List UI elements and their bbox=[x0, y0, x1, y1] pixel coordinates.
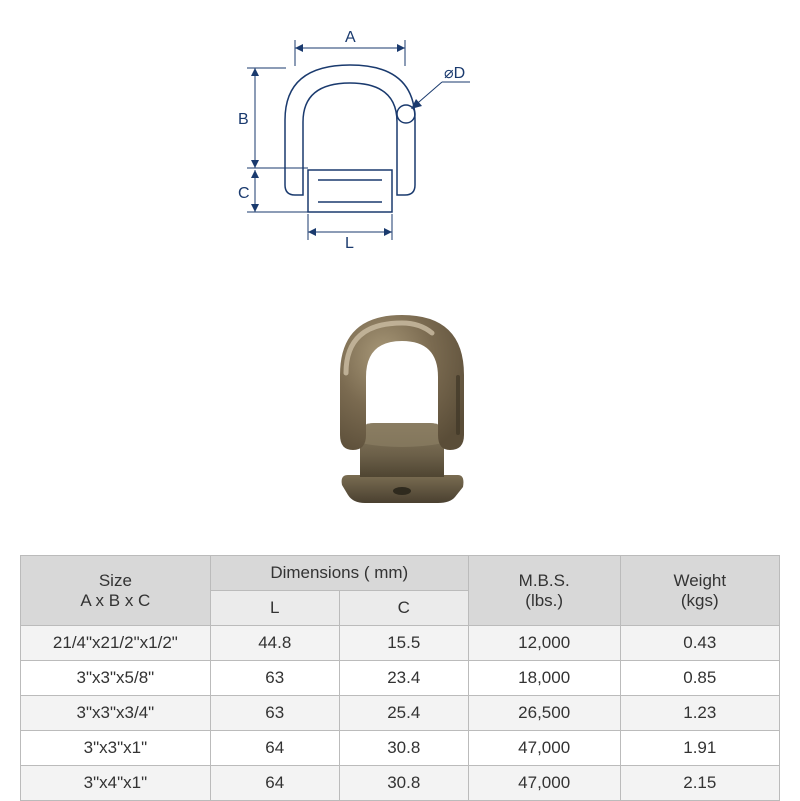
cell-c: 25.4 bbox=[339, 696, 468, 731]
table-row: 3"x3"x5/8" 63 23.4 18,000 0.85 bbox=[21, 661, 780, 696]
table-row: 3"x3"x1" 64 30.8 47,000 1.91 bbox=[21, 731, 780, 766]
cell-weight: 0.85 bbox=[620, 661, 779, 696]
cell-size: 3"x4"x1" bbox=[21, 766, 211, 801]
th-weight-label: Weight bbox=[673, 571, 726, 590]
dim-label-l: L bbox=[345, 235, 354, 250]
th-size-label: Size bbox=[99, 571, 132, 590]
th-mbs-label: M.B.S. bbox=[519, 571, 570, 590]
cell-c: 30.8 bbox=[339, 731, 468, 766]
th-size-sub: A x B x C bbox=[80, 591, 150, 610]
cell-l: 63 bbox=[210, 696, 339, 731]
dim-label-a: A bbox=[345, 29, 356, 46]
table-row: 3"x4"x1" 64 30.8 47,000 2.15 bbox=[21, 766, 780, 801]
cell-size: 3"x3"x1" bbox=[21, 731, 211, 766]
cell-weight: 0.43 bbox=[620, 626, 779, 661]
technical-diagram: A B C L ⌀D bbox=[200, 20, 500, 250]
table-row: 3"x3"x3/4" 63 25.4 26,500 1.23 bbox=[21, 696, 780, 731]
th-c: C bbox=[339, 591, 468, 626]
cell-c: 23.4 bbox=[339, 661, 468, 696]
th-weight-sub: (kgs) bbox=[681, 591, 719, 610]
cell-c: 15.5 bbox=[339, 626, 468, 661]
th-weight: Weight (kgs) bbox=[620, 556, 779, 626]
cell-l: 64 bbox=[210, 731, 339, 766]
dim-label-c: C bbox=[238, 185, 250, 202]
cell-mbs: 26,500 bbox=[468, 696, 620, 731]
cell-size: 21/4"x21/2"x1/2" bbox=[21, 626, 211, 661]
cell-weight: 2.15 bbox=[620, 766, 779, 801]
th-size: Size A x B x C bbox=[21, 556, 211, 626]
table-row: 21/4"x21/2"x1/2" 44.8 15.5 12,000 0.43 bbox=[21, 626, 780, 661]
cell-l: 64 bbox=[210, 766, 339, 801]
cell-mbs: 47,000 bbox=[468, 766, 620, 801]
cell-c: 30.8 bbox=[339, 766, 468, 801]
cell-mbs: 12,000 bbox=[468, 626, 620, 661]
cell-l: 44.8 bbox=[210, 626, 339, 661]
cell-weight: 1.23 bbox=[620, 696, 779, 731]
cell-mbs: 18,000 bbox=[468, 661, 620, 696]
cell-l: 63 bbox=[210, 661, 339, 696]
cell-mbs: 47,000 bbox=[468, 731, 620, 766]
cell-weight: 1.91 bbox=[620, 731, 779, 766]
dim-label-b: B bbox=[238, 111, 249, 128]
cell-size: 3"x3"x3/4" bbox=[21, 696, 211, 731]
th-dimensions: Dimensions ( mm) bbox=[210, 556, 468, 591]
cell-size: 3"x3"x5/8" bbox=[21, 661, 211, 696]
dim-label-d: ⌀D bbox=[444, 65, 465, 82]
th-l: L bbox=[210, 591, 339, 626]
spec-table-container: Size A x B x C Dimensions ( mm) M.B.S. (… bbox=[20, 555, 780, 801]
product-photo bbox=[290, 295, 510, 510]
th-mbs: M.B.S. (lbs.) bbox=[468, 556, 620, 626]
th-mbs-sub: (lbs.) bbox=[525, 591, 563, 610]
spec-table: Size A x B x C Dimensions ( mm) M.B.S. (… bbox=[20, 555, 780, 801]
